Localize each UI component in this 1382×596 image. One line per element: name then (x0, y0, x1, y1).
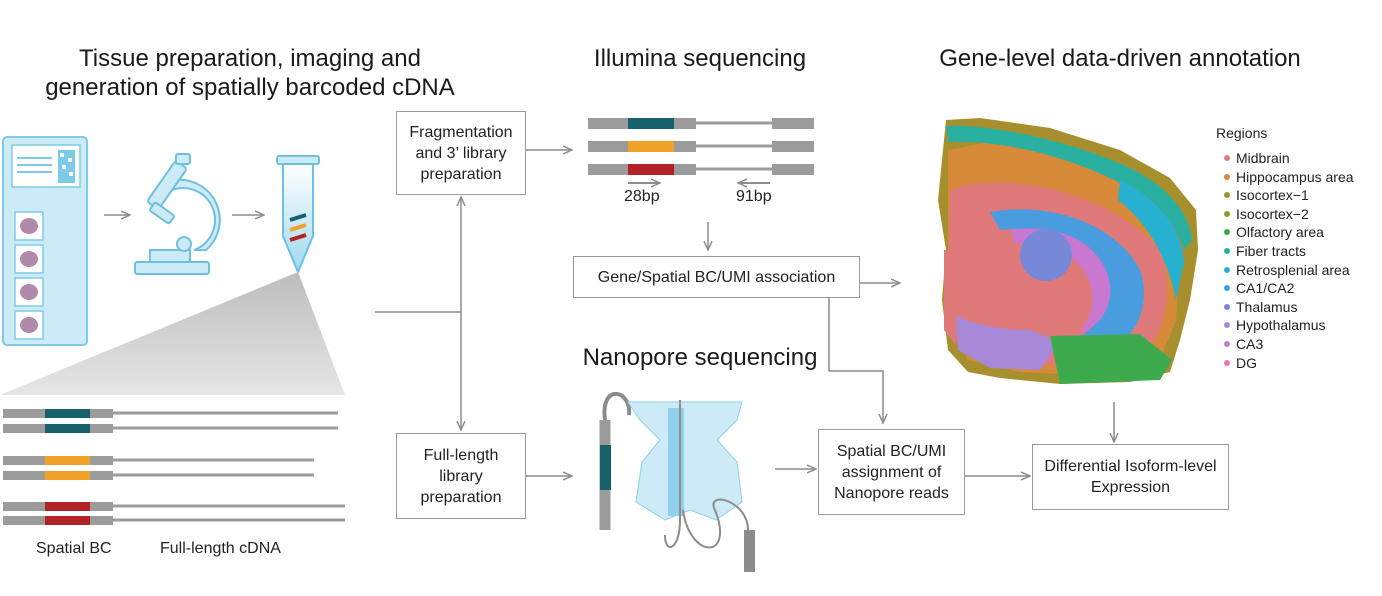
legend-item: CA3 (1224, 336, 1263, 352)
legend-item: Isocortex−1 (1224, 187, 1309, 203)
legend-item-label: CA1/CA2 (1236, 280, 1295, 297)
legend-item: Thalamus (1224, 299, 1297, 315)
legend-item-label: DG (1236, 354, 1257, 371)
fragmentation-line3: preparation (420, 165, 502, 183)
legend-color-dot (1224, 229, 1230, 236)
assignment-line1: Spatial BC/UMI (836, 442, 947, 460)
full-length-line1: Full-length (423, 446, 499, 464)
full-length-line3: preparation (420, 488, 502, 506)
header-tissue: Tissue preparation, imaging and generati… (20, 44, 480, 102)
fragmentation-box: Fragmentation and 3’ library preparation (396, 111, 526, 195)
differential-line2: Expression (1090, 479, 1171, 496)
fragmentation-line2: and 3’ library (415, 144, 507, 162)
read1-length: 28bp (624, 188, 660, 205)
fragmentation-line1: Fragmentation (409, 123, 513, 141)
legend-item-label: Hypothalamus (1236, 317, 1326, 334)
assignment-line2: assignment of (841, 463, 942, 481)
zoom-fan (0, 272, 345, 395)
header-nanopore: Nanopore sequencing (582, 344, 818, 371)
header-tissue-line2: generation of spatially barcoded cDNA (45, 74, 455, 101)
header-annotation: Gene-level data-driven annotation (939, 45, 1301, 72)
legend-color-dot (1224, 359, 1230, 366)
legend-item: Fiber tracts (1224, 243, 1306, 259)
legend-color-dot (1224, 173, 1230, 180)
legend-item-label: Retrosplenial area (1236, 261, 1350, 278)
legend-item-label: Fiber tracts (1236, 243, 1307, 259)
legend-color-dot (1224, 285, 1230, 292)
header-tissue-line1: Tissue preparation, imaging and (79, 45, 421, 72)
legend-item-label: Olfactory area (1236, 224, 1324, 241)
legend-item: CA1/CA2 (1224, 280, 1294, 296)
header-illumina: Illumina sequencing (593, 45, 807, 72)
legend-item: DG (1224, 355, 1257, 371)
legend-color-dot (1224, 266, 1230, 273)
branch-connector (375, 197, 461, 430)
slide-icon (2, 136, 88, 346)
nanopore-icon (599, 391, 755, 572)
microscope-icon (134, 153, 221, 275)
cdna-strands (3, 409, 345, 525)
legend-item-label: CA3 (1236, 336, 1264, 352)
legend-item: Midbrain (1224, 150, 1290, 166)
legend-item-label: Isocortex−2 (1236, 205, 1309, 222)
full-length-library-box: Full-length library preparation (396, 433, 526, 519)
full-length-line2: library (439, 467, 483, 485)
legend-item: Olfactory area (1224, 224, 1324, 240)
legend-item-label: Isocortex−1 (1236, 187, 1309, 204)
legend-item-label: Hippocampus area (1236, 168, 1354, 185)
legend-item: Isocortex−2 (1224, 206, 1309, 222)
legend-color-dot (1224, 303, 1230, 310)
legend-color-dot (1224, 322, 1230, 329)
legend-item: Hypothalamus (1224, 317, 1326, 333)
legend-item: Hippocampus area (1224, 169, 1354, 185)
assignment-line3: Nanopore reads (834, 484, 949, 502)
full-length-cdna-label: Full-length cDNA (160, 540, 281, 557)
read2-length: 91bp (736, 188, 772, 205)
association-box: Gene/Spatial BC/UMI association (573, 256, 860, 298)
legend-color-dot (1224, 192, 1230, 199)
legend-color-dot (1224, 155, 1230, 161)
legend-item-label: Thalamus (1236, 298, 1298, 315)
spatial-bc-label: Spatial BC (36, 540, 112, 557)
legend-color-dot (1224, 248, 1230, 254)
tube-icon (276, 155, 320, 275)
differential-line1: Differential Isoform-level (1044, 458, 1217, 475)
differential-expression-box: Differential Isoform-level Expression (1032, 444, 1229, 510)
illumina-reads (588, 118, 814, 183)
legend-color-dot (1224, 210, 1230, 217)
legend-item-label: Midbrain (1236, 150, 1290, 166)
legend-title: Regions (1216, 125, 1268, 141)
assignment-box: Spatial BC/UMI assignment of Nanopore re… (818, 429, 965, 515)
legend-item: Retrosplenial area (1224, 262, 1350, 278)
legend-color-dot (1224, 341, 1230, 347)
brain-spatial-map (938, 118, 1198, 384)
